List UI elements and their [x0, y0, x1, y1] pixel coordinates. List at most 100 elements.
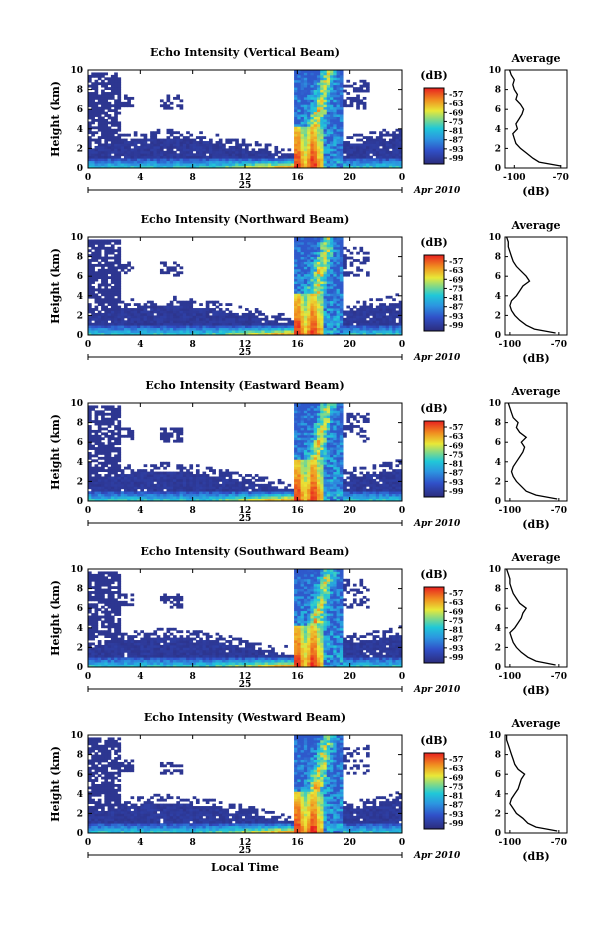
heatmap-cell [320, 74, 324, 78]
heatmap-cell [313, 273, 318, 277]
heatmap-cell [316, 82, 321, 86]
heatmap-cell [320, 263, 324, 267]
heatmap-cell [199, 143, 203, 147]
heatmap-cell [127, 325, 131, 329]
heatmap-cell [101, 158, 105, 162]
heatmap-cell [114, 456, 118, 460]
heatmap-cell [307, 276, 311, 280]
profile-x-label: (dB) [522, 352, 549, 365]
heatmap-cell [388, 305, 393, 309]
heatmap-cell [209, 332, 213, 336]
heatmap-cell [140, 308, 144, 311]
heatmap-cell [382, 303, 387, 306]
heatmap-cell [222, 312, 226, 316]
heatmap-cell [333, 249, 337, 253]
profile-y-tick-label: 10 [488, 233, 501, 243]
heatmap-cell [300, 432, 305, 436]
colorbar-tick-label: -63 [449, 98, 464, 108]
heatmap-cell [169, 432, 174, 436]
heatmap-cell [179, 308, 184, 311]
heatmap-cell [120, 138, 125, 142]
heatmap-cell [307, 121, 311, 125]
heatmap-cell [251, 317, 256, 321]
heatmap-cell [179, 464, 184, 468]
heatmap-cell [97, 320, 102, 324]
heatmap-cell [94, 449, 99, 453]
heatmap-cell [209, 488, 213, 492]
heatmap-cell [104, 121, 109, 125]
heatmap-cell [398, 327, 403, 331]
heatmap-cell [173, 312, 177, 316]
heatmap-cell [163, 153, 167, 157]
heatmap-cell [110, 244, 115, 248]
heatmap-cell [101, 266, 105, 270]
heatmap-cell [307, 283, 311, 287]
heatmap-cell [241, 327, 246, 331]
heatmap-cell [300, 249, 305, 253]
heatmap-cell [323, 82, 328, 86]
heatmap-cell [297, 271, 301, 275]
heatmap-cell [330, 155, 334, 159]
heatmap-cell [176, 160, 180, 164]
heatmap-cell [120, 150, 125, 154]
heatmap-cell [303, 461, 308, 465]
heatmap-cell [303, 163, 308, 166]
heatmap-cell [385, 148, 390, 152]
heatmap-cell [310, 155, 315, 159]
heatmap-cell [330, 263, 334, 267]
heatmap-cell [101, 415, 105, 419]
heatmap-cell [107, 271, 112, 275]
heatmap-cell [176, 478, 180, 482]
heatmap-cell [264, 325, 269, 329]
heatmap-cell [267, 320, 272, 324]
heatmap-cell [310, 288, 315, 292]
heatmap-cell [182, 332, 187, 336]
heatmap-cell [133, 150, 138, 154]
heatmap-cell [271, 488, 275, 492]
x-tick-label: 20 [343, 340, 356, 350]
heatmap-cell [215, 312, 220, 316]
heatmap-cell [114, 268, 118, 272]
heatmap-cell [156, 138, 161, 142]
heatmap-cell [88, 150, 92, 154]
heatmap-cell [127, 322, 131, 326]
heatmap-cell [326, 158, 331, 162]
heatmap-cell [166, 104, 171, 108]
heatmap-cell [88, 434, 92, 438]
heatmap-cell [94, 256, 99, 260]
heatmap-cell [235, 320, 239, 324]
heatmap-cell [107, 96, 112, 100]
heatmap-cell [336, 300, 341, 304]
heatmap-cell [395, 310, 400, 314]
heatmap-cell [303, 452, 308, 455]
heatmap-cell [323, 143, 328, 147]
heatmap-cell [209, 466, 213, 470]
heatmap-cell [290, 491, 295, 495]
heatmap-cell [143, 150, 148, 154]
heatmap-cell [310, 432, 315, 436]
heatmap-cell [326, 99, 331, 103]
heatmap-cell [133, 133, 138, 137]
heatmap-cell [231, 498, 236, 502]
heatmap-cell [107, 310, 112, 314]
heatmap-cell [339, 256, 344, 260]
heatmap-cell [101, 123, 105, 127]
heatmap-cell [107, 94, 112, 98]
heatmap-cell [300, 271, 305, 275]
heatmap-cell [339, 266, 344, 270]
heatmap-cell [163, 481, 167, 485]
heatmap-cell [330, 290, 334, 294]
heatmap-cell [117, 298, 122, 302]
heatmap-cell [117, 496, 122, 499]
heatmap-cell [313, 459, 318, 463]
heatmap-cell [110, 496, 115, 499]
heatmap-cell [297, 405, 301, 409]
heatmap-cell [104, 143, 109, 147]
heatmap-cell [343, 145, 347, 149]
heatmap-cell [192, 322, 197, 326]
heatmap-cell [179, 141, 184, 144]
heatmap-cell [313, 491, 318, 495]
heatmap-cell [277, 491, 282, 495]
heatmap-cell [310, 74, 315, 78]
heatmap-cell [352, 82, 357, 86]
